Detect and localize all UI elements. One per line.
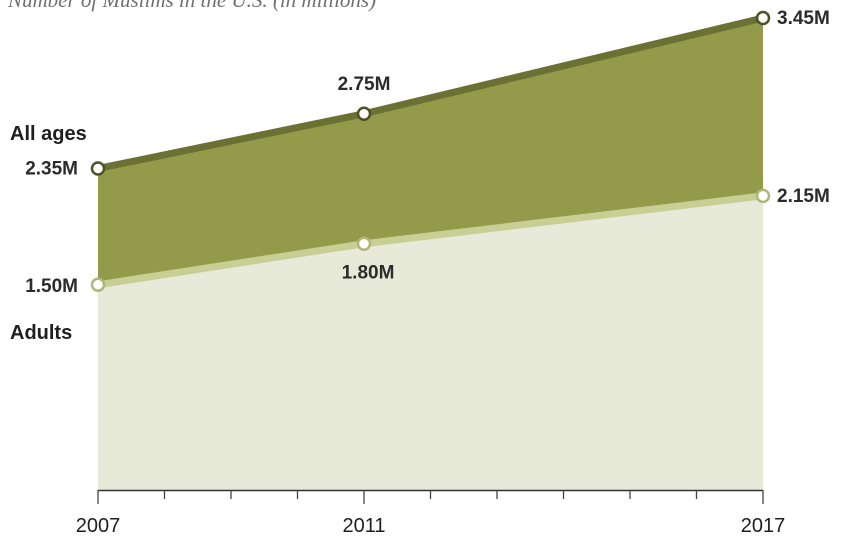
x-tick-label: 2011 — [342, 515, 385, 537]
data-label-all-ages: 3.45M — [777, 8, 830, 29]
point-adults — [755, 188, 771, 204]
point-all-ages — [356, 106, 372, 122]
point-all-ages — [90, 161, 106, 176]
area-adults — [98, 195, 763, 490]
data-label-all-ages: 2.75M — [338, 74, 391, 95]
area-all-ages — [98, 18, 763, 285]
data-label-adults: 1.80M — [342, 263, 395, 284]
data-label-adults: 1.50M — [25, 276, 78, 297]
data-label-all-ages: 2.35M — [25, 158, 78, 179]
series-label-all-ages: All ages — [10, 123, 87, 145]
point-adults — [90, 277, 106, 293]
x-tick-label: 2007 — [76, 515, 121, 537]
chart-subtitle: Number of Muslims in the U.S. (in millio… — [8, 0, 377, 12]
x-tick-label: 2017 — [741, 515, 786, 537]
point-all-ages — [755, 10, 771, 26]
point-adults — [356, 236, 372, 251]
series-label-adults: Adults — [10, 322, 72, 344]
data-label-adults: 2.15M — [777, 186, 830, 207]
